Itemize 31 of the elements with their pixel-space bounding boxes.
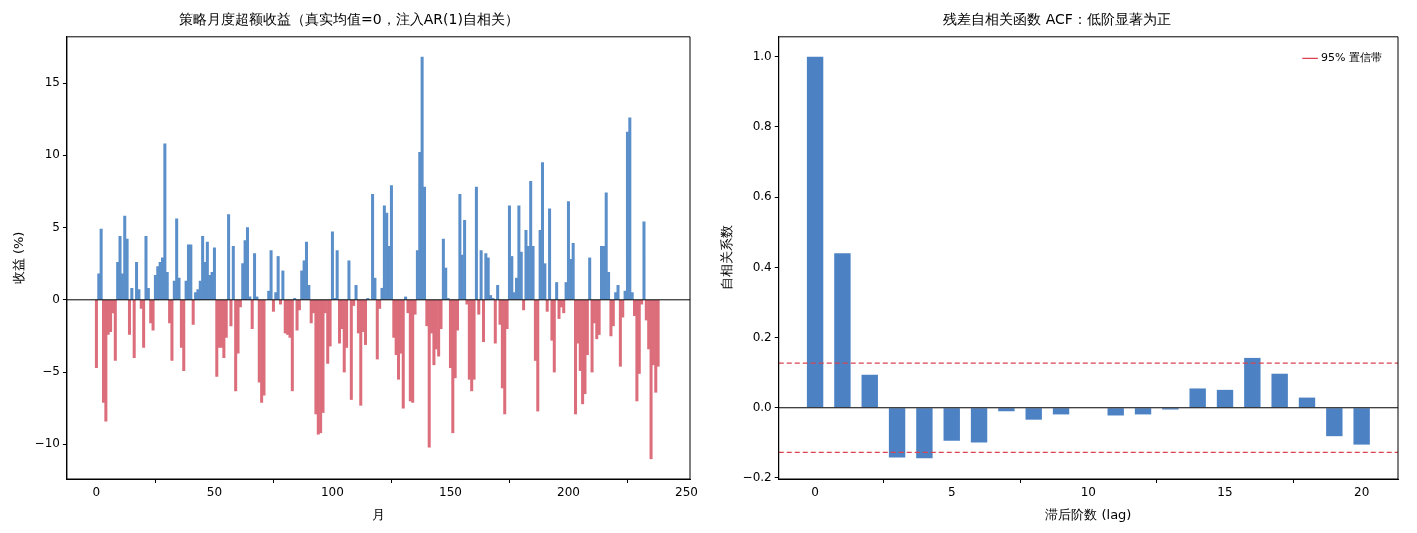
y-tick-label: 0.0 (752, 399, 772, 414)
x-tick-label: 200 (557, 485, 580, 500)
x-tick-label: 15 (1217, 485, 1233, 500)
y-axis-title: 自相关系数 (719, 225, 735, 291)
y-tick-label: 0.6 (752, 189, 772, 204)
y-axis-title: 收益 (%) (11, 231, 27, 285)
y-tick-label: 15 (44, 75, 60, 90)
y-tick-label: 0.8 (752, 119, 772, 134)
y-tick-label: −0.2 (742, 470, 772, 485)
x-tick-label: 100 (320, 485, 344, 500)
x-tick-label: 20 (1354, 485, 1370, 500)
x-tick-label: 250 (675, 485, 698, 500)
y-tick-label: 0 (52, 291, 60, 306)
x-tick-label: 0 (811, 485, 819, 500)
y-tick-label: −5 (42, 364, 60, 379)
chart-title: 残差自相关函数 ACF：低阶显著为正 (943, 11, 1171, 28)
x-tick-label: 50 (206, 485, 223, 500)
x-axis-title: 滞后阶数 (lag) (1045, 506, 1132, 522)
x-tick-label: 10 (1080, 485, 1097, 500)
x-tick-label: 0 (92, 485, 101, 500)
y-tick-label: 1.0 (752, 48, 772, 63)
legend-label: 95% 置信带 (1321, 51, 1383, 65)
x-axis-title: 月 (371, 506, 385, 522)
y-tick-label: −10 (34, 436, 60, 451)
x-tick-label: 150 (438, 485, 462, 500)
y-tick-label: 5 (52, 219, 60, 234)
y-tick-label: 0.4 (752, 259, 772, 274)
chart-title: 策略月度超额收益（真实均值=0，注入AR(1)自相关） (179, 11, 519, 28)
y-tick-label: 10 (44, 147, 60, 162)
x-tick-label: 5 (947, 485, 956, 500)
y-tick-label: 0.2 (752, 329, 772, 344)
